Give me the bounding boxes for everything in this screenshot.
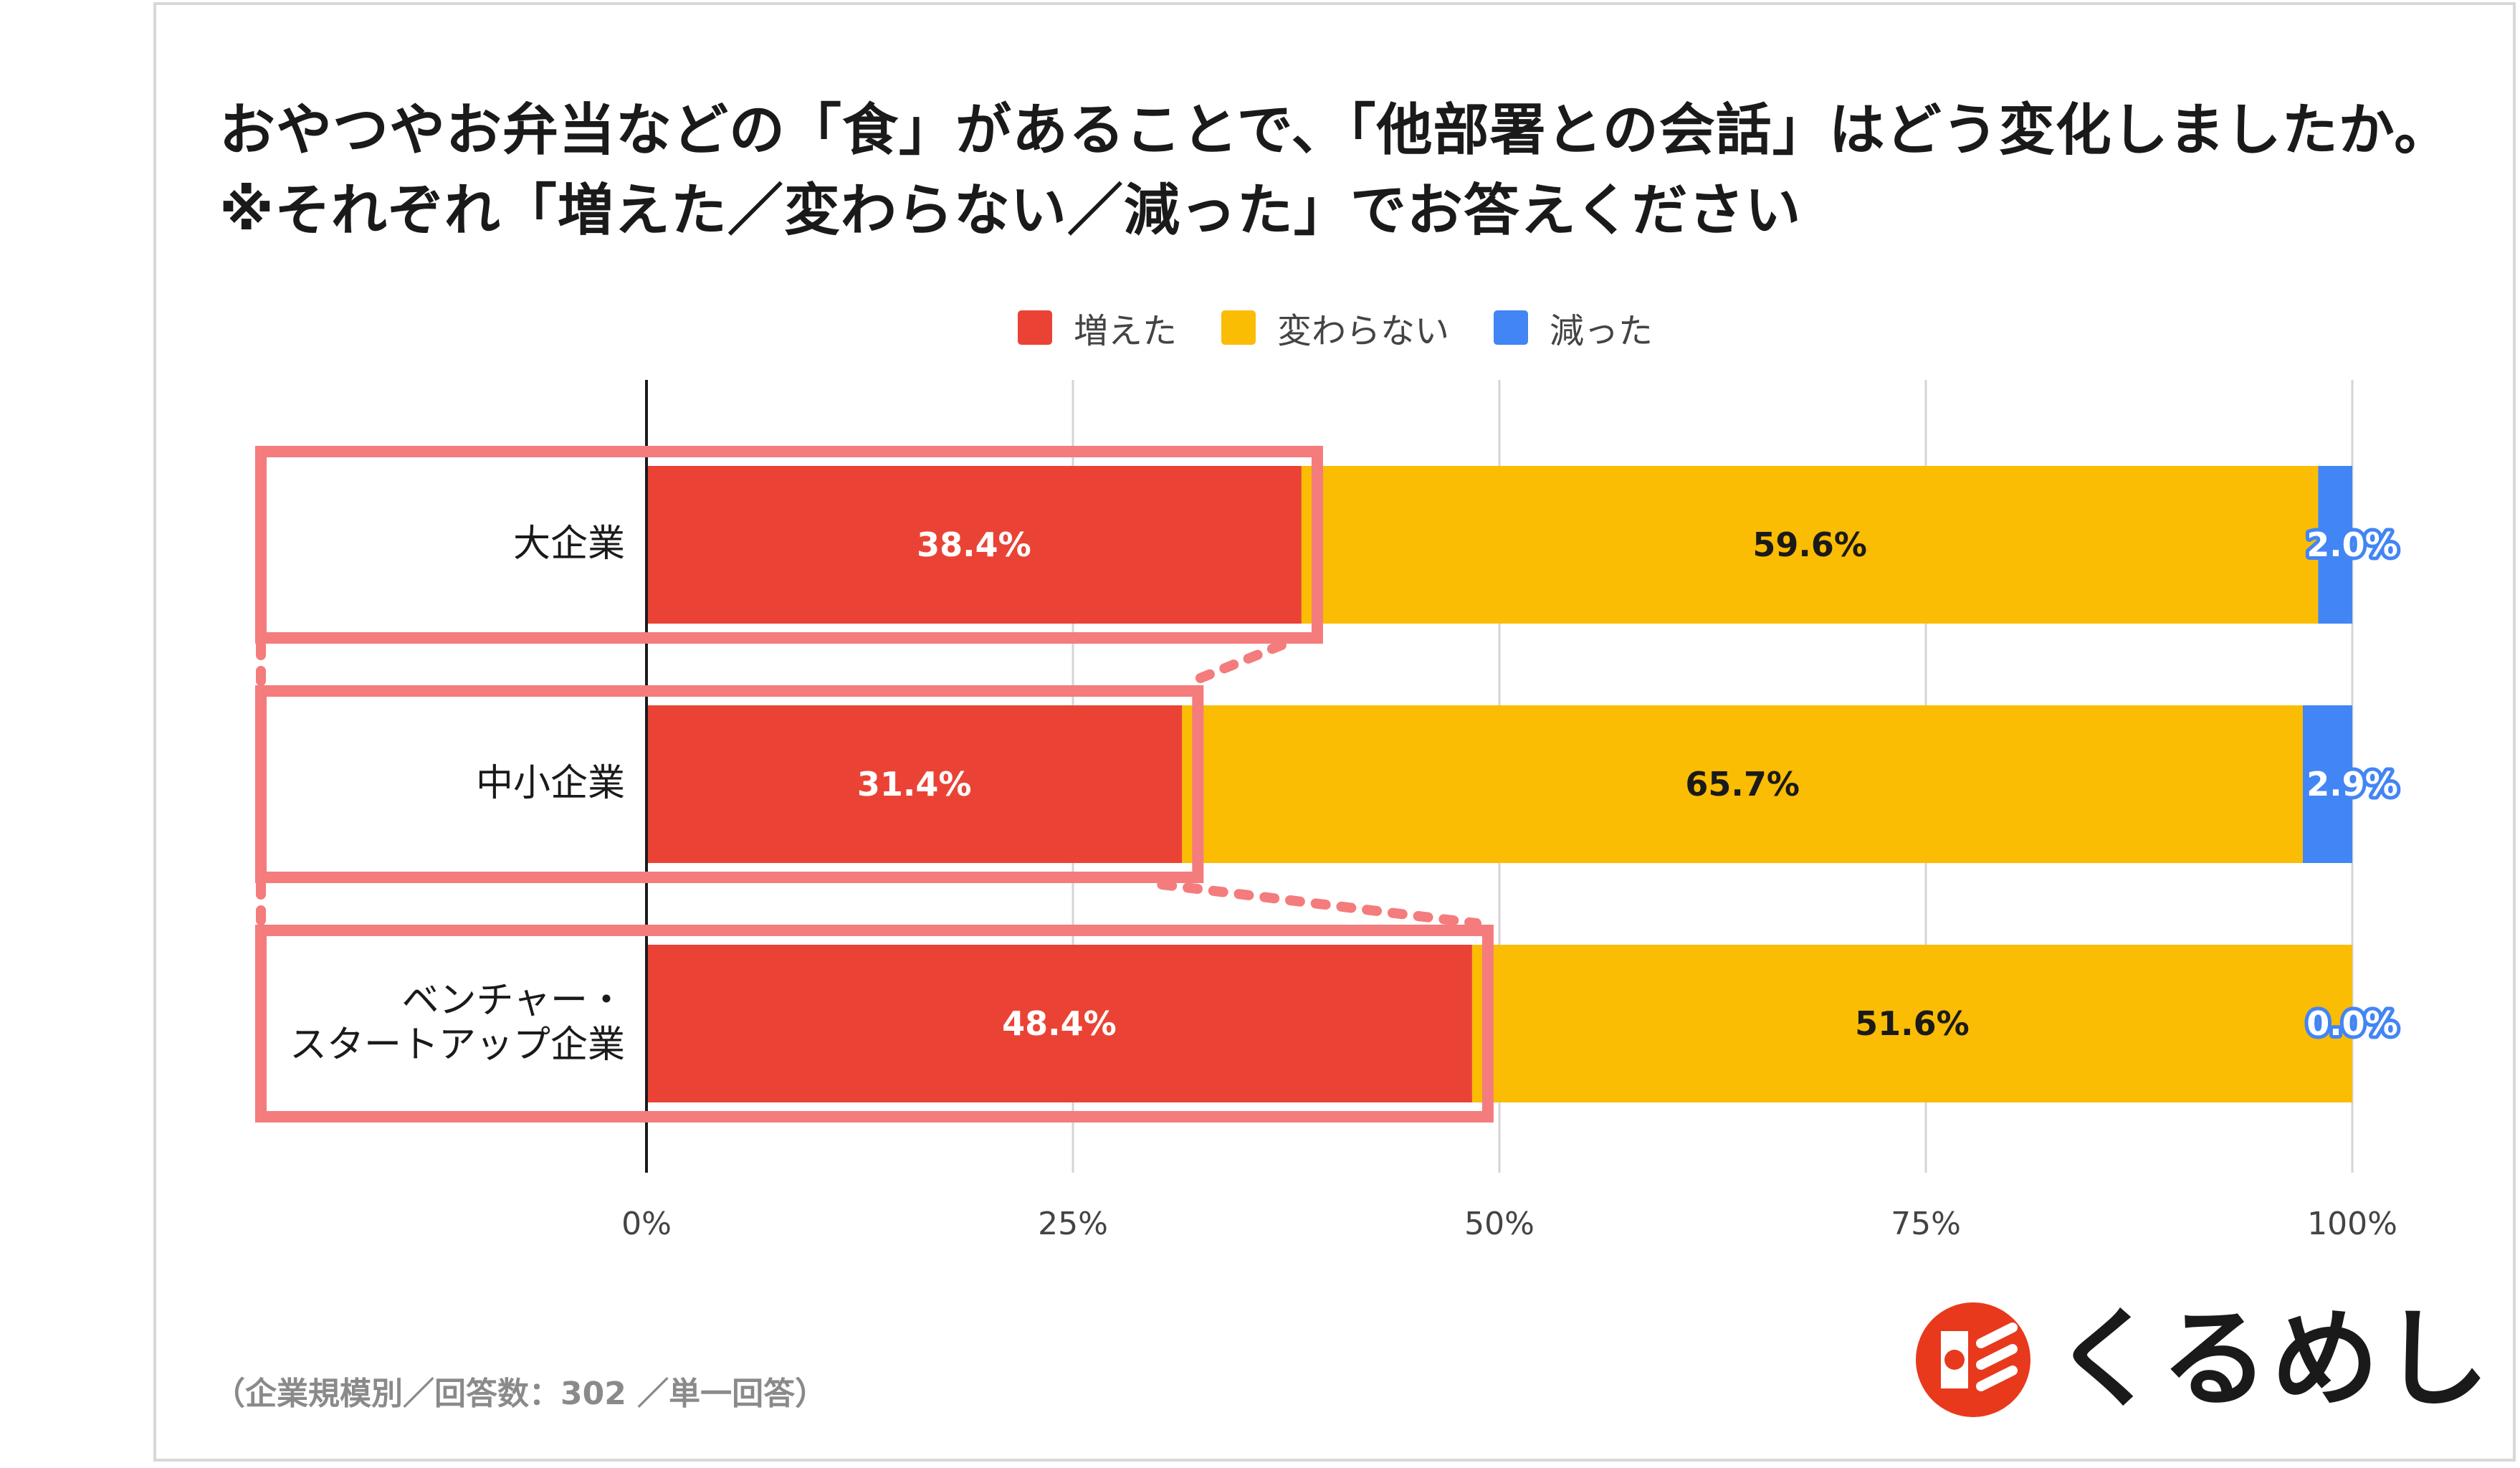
chart-title: おやつやお弁当などの「食」があることで、「他部署との会話」はどう変化しましたか。… bbox=[219, 98, 2451, 243]
brand-name: くるめし bbox=[2053, 1297, 2493, 1422]
x-tick-label-25: 25% bbox=[1038, 1206, 1108, 1242]
legend-item-increased: 増えた bbox=[1018, 302, 1177, 353]
bar-1-0 bbox=[646, 705, 1183, 863]
category-label-2: ベンチャー・スタートアップ企業 bbox=[290, 979, 625, 1067]
data-label-2-2: 0.0% bbox=[2306, 1004, 2398, 1043]
legend-swatch-increased bbox=[1018, 310, 1052, 345]
bar-1-2 bbox=[2302, 705, 2352, 863]
legend-item-unchanged: 変わらない bbox=[1221, 302, 1449, 353]
legend: 増えた 変わらない 減った bbox=[1018, 302, 1697, 353]
category-label-1: 中小企業 bbox=[476, 762, 625, 805]
x-tick-label-0: 0% bbox=[621, 1206, 672, 1242]
data-label-1-2: 2.9% bbox=[2306, 765, 2398, 804]
bar-2-1 bbox=[1471, 945, 2352, 1102]
highlight-box-1 bbox=[255, 685, 1204, 883]
category-label-line: 中小企業 bbox=[476, 762, 625, 805]
bar-0-0 bbox=[646, 466, 1302, 624]
highlight-box-0 bbox=[255, 446, 1323, 644]
brand-logo: くるめし bbox=[1912, 1299, 2492, 1421]
x-tick-label-50: 50% bbox=[1464, 1206, 1535, 1242]
data-label-1-0: 31.4% bbox=[857, 765, 972, 804]
highlight-box-2 bbox=[255, 925, 1494, 1123]
category-label-0: 大企業 bbox=[513, 523, 625, 566]
category-label-line: ベンチャー・ bbox=[402, 979, 625, 1022]
data-label-2-0: 48.4% bbox=[1002, 1004, 1117, 1043]
highlight-connector-right-0 bbox=[1181, 640, 1287, 689]
data-label-2-1: 51.6% bbox=[1855, 1004, 1970, 1043]
x-tick-label-100: 100% bbox=[2307, 1206, 2397, 1242]
legend-swatch-decreased bbox=[1494, 310, 1529, 345]
bar-0-2 bbox=[2318, 466, 2352, 624]
kurumeshi-logo-icon bbox=[1912, 1299, 2034, 1421]
legend-label-increased: 増えた bbox=[1074, 311, 1178, 351]
legend-item-decreased: 減った bbox=[1494, 302, 1653, 353]
legend-label-decreased: 減った bbox=[1550, 311, 1653, 351]
category-label-line: 大企業 bbox=[513, 523, 625, 566]
data-label-1-1: 65.7% bbox=[1685, 765, 1800, 804]
data-label-0-1: 59.6% bbox=[1752, 525, 1867, 564]
data-label-0-0: 38.4% bbox=[917, 525, 1031, 564]
data-label-0-2: 2.0% bbox=[2306, 525, 2398, 564]
footnote: （企業規模別／回答数：302 ／単一回答） bbox=[214, 1376, 827, 1412]
category-label-line: スタートアップ企業 bbox=[290, 1024, 625, 1067]
legend-swatch-unchanged bbox=[1221, 310, 1256, 345]
x-tick-label-75: 75% bbox=[1891, 1206, 1961, 1242]
bar-1-1 bbox=[1182, 705, 2303, 863]
highlight-connector-right-1 bbox=[1157, 880, 1481, 928]
bar-2-0 bbox=[646, 945, 1472, 1102]
bar-0-1 bbox=[1301, 466, 2319, 624]
legend-label-unchanged: 変わらない bbox=[1277, 311, 1450, 351]
